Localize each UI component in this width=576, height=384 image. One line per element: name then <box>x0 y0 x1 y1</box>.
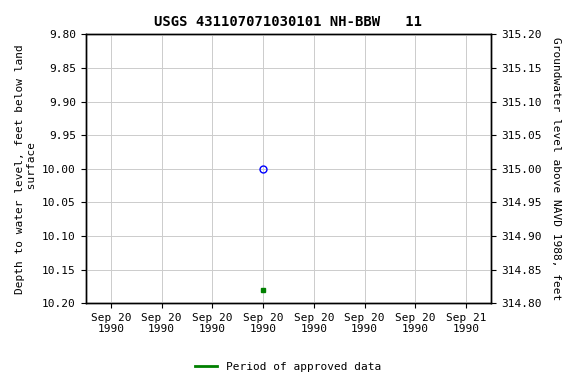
Y-axis label: Groundwater level above NAVD 1988, feet: Groundwater level above NAVD 1988, feet <box>551 37 561 300</box>
Y-axis label: Depth to water level, feet below land
 surface: Depth to water level, feet below land su… <box>15 44 37 294</box>
Title: USGS 431107071030101 NH-BBW   11: USGS 431107071030101 NH-BBW 11 <box>154 15 422 29</box>
Legend: Period of approved data: Period of approved data <box>191 358 385 377</box>
